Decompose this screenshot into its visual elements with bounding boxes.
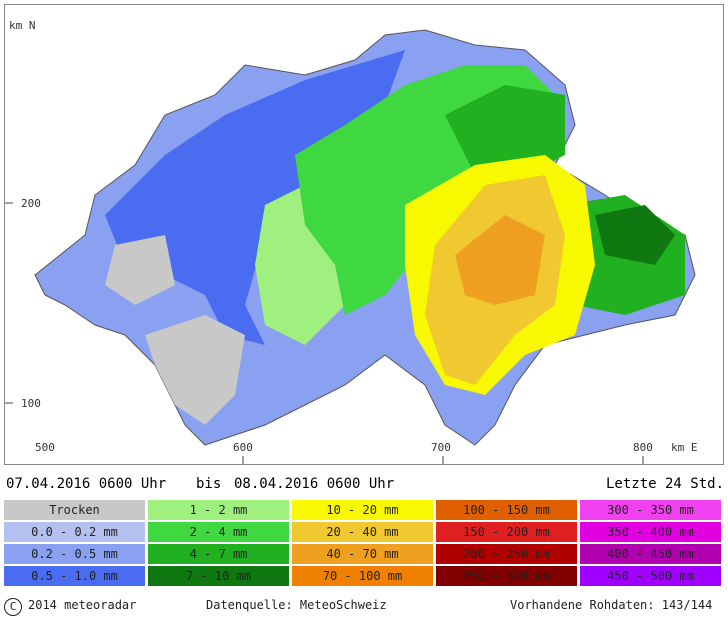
area-0-5-1mm	[105, 50, 405, 345]
legend-item: 400 - 450 mm	[580, 544, 721, 564]
copyright-icon: C	[4, 598, 22, 616]
period-separator: bis	[196, 476, 222, 492]
period-window: Letzte 24 Std.	[606, 476, 725, 492]
x-tick-500: 500	[35, 441, 55, 454]
area-40-70mm	[455, 215, 545, 305]
period-start: 07.04.2016 0600 Uhr	[6, 476, 167, 492]
legend-item: 300 - 350 mm	[580, 500, 721, 520]
legend-item: 20 - 40 mm	[292, 522, 433, 542]
legend-item: Trocken	[4, 500, 145, 520]
legend-item: 0.0 - 0.2 mm	[4, 522, 145, 542]
y-tick-100: 100	[21, 397, 41, 410]
area-7-10mm	[595, 205, 675, 265]
legend-item: 7 - 10 mm	[148, 566, 289, 586]
legend-item: 2 - 4 mm	[148, 522, 289, 542]
legend-item: 0.2 - 0.5 mm	[4, 544, 145, 564]
precipitation-map: km N 200 100 500 600 700 800 km E	[4, 4, 724, 465]
legend-item: 1 - 2 mm	[148, 500, 289, 520]
x-tick-700: 700	[431, 441, 451, 454]
data-availability: Vorhandene Rohdaten: 143/144	[510, 598, 713, 612]
period-end: 08.04.2016 0600 Uhr	[234, 476, 395, 492]
legend-item: 350 - 400 mm	[580, 522, 721, 542]
legend-item: 0.5 - 1.0 mm	[4, 566, 145, 586]
x-tick-800: 800	[633, 441, 653, 454]
copyright: 2014 meteoradar	[28, 598, 137, 612]
legend-item: 150 - 200 mm	[436, 522, 577, 542]
area-4-7mm	[445, 85, 565, 175]
legend-item: 250 - 300 mm	[436, 566, 577, 586]
y-axis-unit: km N	[9, 19, 36, 32]
data-source: Datenquelle: MeteoSchweiz	[206, 598, 387, 612]
x-axis-unit: km E	[671, 441, 698, 454]
legend-item: 4 - 7 mm	[148, 544, 289, 564]
y-tick-200: 200	[21, 197, 41, 210]
area-dry-west	[105, 235, 175, 305]
x-tick-600: 600	[233, 441, 253, 454]
legend-item: 100 - 150 mm	[436, 500, 577, 520]
period-bar: 07.04.2016 0600 Uhr bis 08.04.2016 0600 …	[0, 476, 728, 494]
area-dry	[145, 315, 245, 425]
legend-item: 10 - 20 mm	[292, 500, 433, 520]
legend-item: 40 - 70 mm	[292, 544, 433, 564]
legend-item: 70 - 100 mm	[292, 566, 433, 586]
legend-item: 200 - 250 mm	[436, 544, 577, 564]
legend: Trocken 0.0 - 0.2 mm 0.2 - 0.5 mm 0.5 - 1.0…	[4, 500, 724, 592]
footer: C 2014 meteoradar Datenquelle: MeteoSchw…	[0, 598, 728, 616]
legend-item: 450 - 500 mm	[580, 566, 721, 586]
